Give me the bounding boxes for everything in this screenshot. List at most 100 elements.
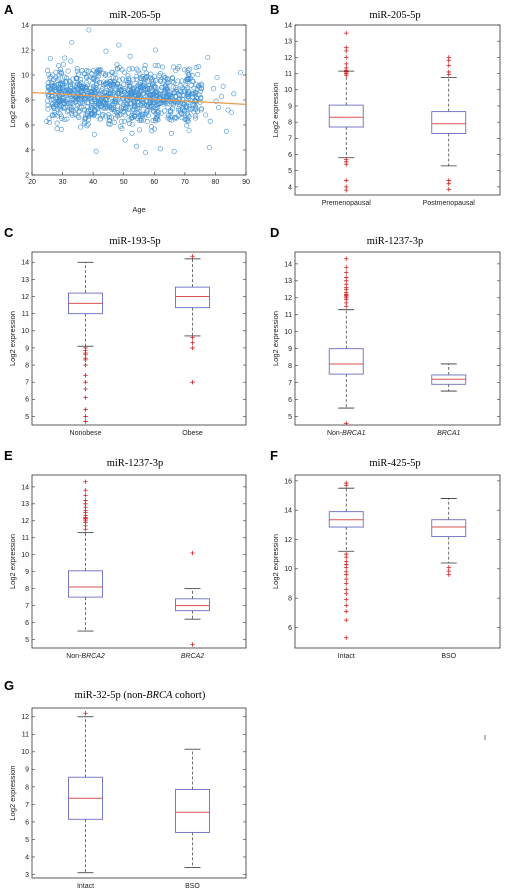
y-tick-label: 14 <box>284 22 292 29</box>
scatter-point <box>133 73 139 80</box>
category-label: BRCA1 <box>437 430 460 437</box>
scatter-point <box>115 66 121 72</box>
scatter-point <box>126 82 133 89</box>
y-tick-label: 11 <box>22 311 29 318</box>
scatter-point <box>100 112 106 118</box>
scatter-point <box>141 102 148 108</box>
scatter-point <box>125 73 131 79</box>
scatter-point <box>193 115 199 121</box>
scatter-point <box>88 92 94 98</box>
outlier-point <box>446 58 451 63</box>
scatter-point <box>91 107 97 113</box>
y-axis-label: Log2 expression <box>8 72 17 127</box>
scatter-point <box>142 149 148 156</box>
y-axis-label: Log2 expression <box>8 765 17 820</box>
scatter-point <box>220 83 226 89</box>
y-tick-label: 8 <box>25 784 29 791</box>
iqr-box <box>328 348 364 375</box>
scatter-point <box>168 130 174 136</box>
stray-mark: I <box>484 735 486 742</box>
scatter-point <box>69 107 75 113</box>
scatter-point <box>155 63 161 69</box>
scatter-point <box>129 66 135 72</box>
scatter-point <box>78 104 84 110</box>
scatter-point <box>145 112 152 118</box>
scatter-point <box>90 86 96 92</box>
scatter-point <box>215 104 222 111</box>
scatter-point <box>52 112 58 118</box>
y-tick-label: 10 <box>21 72 29 79</box>
box-1: Non-BRCA1 <box>327 256 366 437</box>
y-tick-label: 12 <box>284 295 292 302</box>
y-tick-label: 5 <box>25 637 29 644</box>
scatter-point <box>206 144 212 151</box>
scatter-point <box>187 76 193 82</box>
x-tick-label: 80 <box>212 179 220 186</box>
box-2: BSO <box>431 498 467 660</box>
scatter-point <box>155 112 161 118</box>
scatter-point <box>175 99 181 105</box>
scatter-point <box>93 70 99 76</box>
y-tick-label: 7 <box>25 802 29 809</box>
scatter-point <box>60 80 66 86</box>
y-tick-label: 13 <box>284 39 292 46</box>
scatter-point <box>115 81 121 87</box>
scatter-point <box>84 80 90 86</box>
scatter-point <box>75 81 81 87</box>
outlier-point <box>190 550 195 556</box>
scatter-point <box>109 107 115 113</box>
scatter-point <box>149 128 155 134</box>
iqr-box <box>175 789 210 833</box>
scatter-point <box>114 90 120 96</box>
scatter-point <box>86 116 92 122</box>
y-tick-label: 9 <box>25 767 29 774</box>
y-tick-label: 8 <box>25 586 29 593</box>
iqr-box <box>431 519 467 538</box>
scatter-point <box>148 71 154 77</box>
scatter-point <box>78 124 84 130</box>
y-tick-label: 5 <box>288 168 292 175</box>
scatter-point <box>186 90 192 96</box>
scatter-point <box>171 90 178 96</box>
scatter-point <box>157 93 163 99</box>
scatter-point <box>130 107 137 113</box>
y-tick-label: 9 <box>288 103 292 110</box>
scatter-point <box>142 111 148 117</box>
category-label: Intact <box>338 653 355 660</box>
outlier-point <box>344 61 349 67</box>
scatter-point <box>182 107 188 114</box>
scatter-point <box>147 92 153 98</box>
y-tick-label: 6 <box>25 397 29 404</box>
scatter-point <box>120 101 126 108</box>
scatter-point <box>88 99 94 105</box>
panel-label: D <box>270 225 279 240</box>
scatter-point <box>62 116 68 122</box>
scatter-point <box>81 107 87 114</box>
scatter-point <box>67 102 73 108</box>
scatter-point <box>150 79 156 85</box>
scatter-point <box>171 148 177 154</box>
scatter-point <box>82 71 88 77</box>
outlier-point <box>344 480 349 486</box>
scatter-point <box>184 123 190 129</box>
x-tick-label: 30 <box>59 179 67 186</box>
y-tick-label: 14 <box>284 508 292 515</box>
outlier-point <box>190 335 195 340</box>
scatter-point <box>182 67 188 73</box>
scatter-point <box>154 102 160 108</box>
y-tick-label: 6 <box>25 122 29 129</box>
scatter-point <box>158 78 164 85</box>
category-label: Obese <box>182 430 203 437</box>
scatter-point <box>47 75 53 81</box>
box-1: Nonobese <box>68 261 103 437</box>
y-tick-label: 7 <box>25 603 29 610</box>
scatter-point <box>105 91 111 97</box>
y-tick-label: 14 <box>284 261 292 268</box>
scatter-point <box>152 126 158 132</box>
scatter-point <box>137 112 143 118</box>
y-tick-label: 9 <box>25 345 29 352</box>
box-1: Intact <box>68 711 103 890</box>
scatter-point <box>152 62 158 68</box>
